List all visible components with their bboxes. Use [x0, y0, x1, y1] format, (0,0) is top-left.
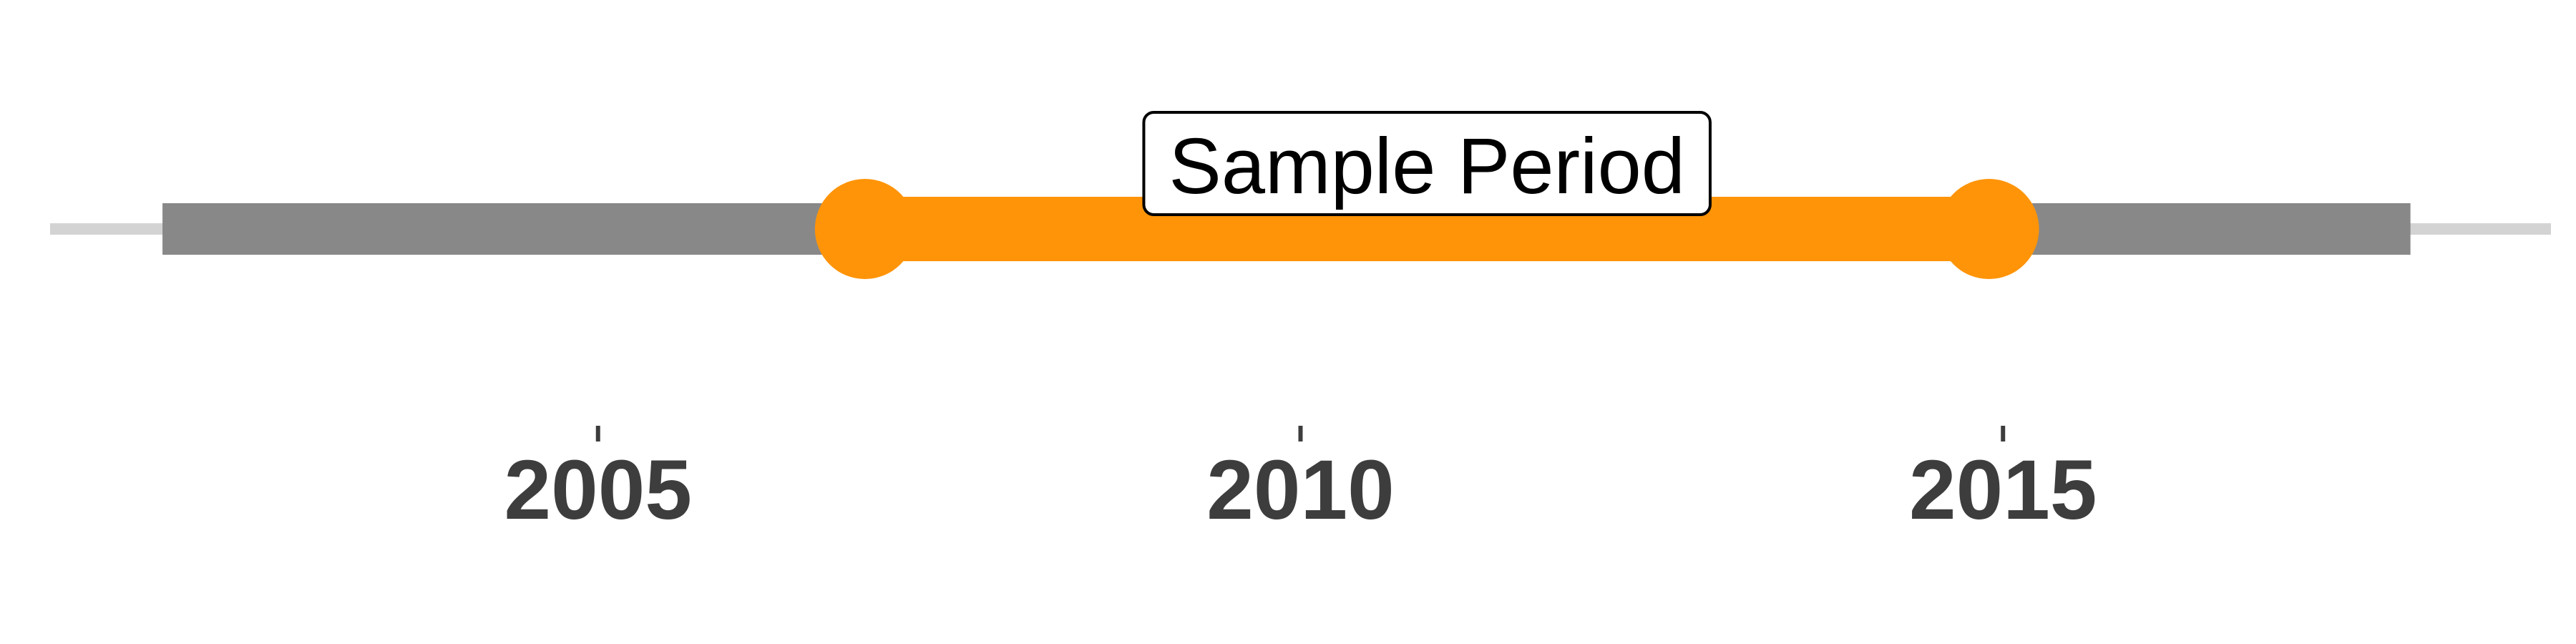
tick-label-2015: 2015: [1909, 443, 2097, 537]
tick-label-2010: 2010: [1206, 443, 1395, 537]
annotation-label: Sample Period: [1169, 122, 1685, 210]
sample-period-annotation: Sample Period: [1142, 111, 1712, 216]
highlight-end-point: [1938, 179, 2039, 279]
highlight-start-point: [814, 179, 915, 279]
axis-ticks: 2005 2010 2015: [504, 426, 2097, 537]
tick-label-2005: 2005: [504, 443, 693, 537]
annotation-box: [1142, 111, 1712, 216]
